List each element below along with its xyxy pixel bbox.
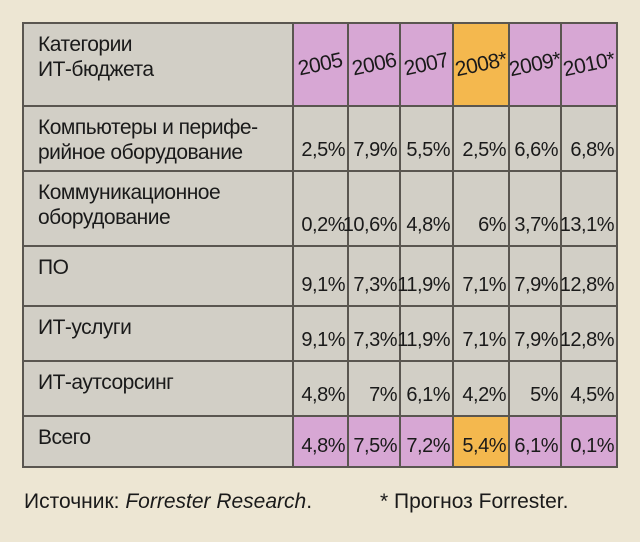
year-text: 2007 [402, 48, 451, 80]
value-cell: 5,4% [452, 415, 510, 468]
value-cell: 6,1% [399, 360, 454, 417]
row-label: Компьютеры и перифе- рийное оборудование [22, 105, 294, 172]
value-cell: 4,8% [292, 360, 349, 417]
year-cell: 2008* [452, 22, 510, 107]
value-cell: 6,6% [508, 105, 562, 172]
row-label: Коммуникационное оборудование [22, 170, 294, 247]
value-cell: 6,8% [560, 105, 618, 172]
row-label: ПО [22, 245, 294, 307]
value-cell: 10,6% [343, 170, 401, 247]
value-cell: 7,5% [347, 415, 401, 468]
year-cell: 2007 [399, 22, 454, 107]
year-cell: 2009* [506, 22, 563, 107]
value-cell: 5% [508, 360, 562, 417]
value-cell: 6,1% [508, 415, 562, 468]
value-cell: 7,3% [347, 245, 401, 307]
value-cell: 4,2% [452, 360, 510, 417]
value-cell: 7,9% [508, 245, 562, 307]
note: * Прогноз Forrester. [380, 490, 569, 513]
value-cell: 7% [347, 360, 401, 417]
value-cell: 7,3% [347, 305, 401, 362]
value-cell: 4,5% [560, 360, 618, 417]
header-cell: Категории ИТ-бюджета [22, 22, 294, 107]
row-label: Всего [22, 415, 294, 468]
value-cell: 12,8% [560, 305, 618, 362]
year-cell: 2005 [292, 22, 349, 107]
year-text: 2010* [560, 47, 617, 81]
value-cell: 2,5% [452, 105, 510, 172]
value-cell: 7,9% [347, 105, 401, 172]
year-text: 2005 [296, 48, 345, 80]
year-cell: 2006 [347, 22, 401, 107]
source-name: Forrester Research [125, 490, 307, 513]
value-cell: 12,8% [560, 245, 618, 307]
value-cell: 3,7% [508, 170, 562, 247]
year-text: 2008* [452, 47, 509, 81]
value-cell: 0,1% [560, 415, 618, 468]
value-cell: 4,8% [399, 170, 454, 247]
value-cell: 7,2% [399, 415, 454, 468]
year-text: 2006 [349, 48, 399, 80]
value-cell: 9,1% [292, 305, 349, 362]
value-cell: 2,5% [292, 105, 349, 172]
row-label: ИТ-аутсорсинг [22, 360, 294, 417]
value-cell: 13,1% [560, 170, 618, 247]
value-cell: 11,9% [397, 305, 454, 362]
value-cell: 6% [452, 170, 510, 247]
source: Источник: Forrester Research. [24, 490, 312, 514]
year-cell: 2010* [560, 22, 618, 107]
value-cell: 7,9% [508, 305, 562, 362]
value-cell: 5,5% [399, 105, 454, 172]
source-label: Источник: [24, 490, 126, 513]
value-cell: 7,1% [452, 245, 510, 307]
value-cell: 0,2% [292, 170, 349, 247]
value-cell: 4,8% [292, 415, 349, 468]
year-text: 2009* [506, 47, 563, 81]
source-end: . [306, 490, 313, 513]
value-cell: 11,9% [397, 245, 454, 307]
value-cell: 9,1% [292, 245, 349, 307]
row-label: ИТ-услуги [22, 305, 294, 362]
value-cell: 7,1% [452, 305, 510, 362]
